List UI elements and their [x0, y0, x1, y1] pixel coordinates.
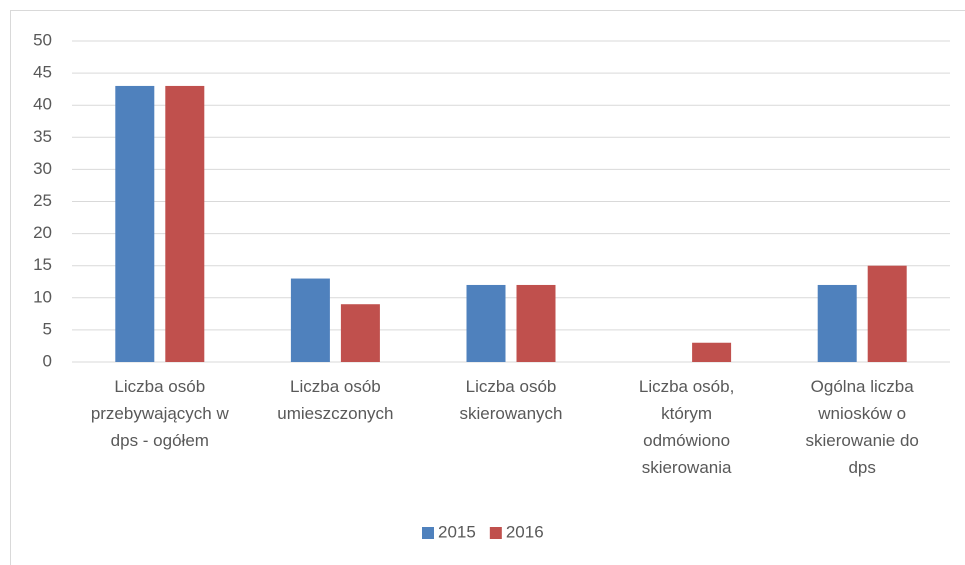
bar: [165, 85, 205, 362]
y-tick-label: 30: [33, 159, 52, 178]
bar: [290, 278, 330, 362]
y-tick-label: 0: [43, 351, 52, 370]
y-tick-label: 45: [33, 63, 52, 82]
y-tick-label: 5: [43, 319, 52, 338]
legend-swatch: [489, 527, 502, 539]
bar: [516, 284, 556, 362]
y-tick-label: 15: [33, 255, 52, 274]
legend-label: 2016: [506, 522, 544, 541]
bar: [115, 85, 155, 362]
bar: [867, 265, 907, 362]
x-tick-label: Liczba osób umieszczonych: [277, 377, 394, 423]
x-tick-label: Liczba osób skierowanych: [459, 377, 563, 423]
x-tick-label: Liczba osób przebywających w dps - ogółe…: [90, 377, 229, 450]
y-tick-label: 10: [33, 287, 52, 306]
y-tick-label: 20: [33, 223, 52, 242]
y-tick-label: 35: [33, 127, 52, 146]
x-tick-label: Liczba osób, którym odmówiono skierowani…: [638, 377, 735, 477]
bar: [466, 284, 506, 362]
legend-swatch: [422, 527, 434, 539]
bar: [340, 304, 380, 362]
y-tick-label: 50: [33, 30, 52, 49]
bar: [817, 284, 857, 362]
y-tick-label: 25: [33, 191, 52, 210]
chart-border: [10, 10, 965, 565]
x-tick-label: Ogólna liczba wniosków o skierowanie do …: [805, 377, 919, 477]
legend-label: 2015: [438, 522, 476, 541]
y-tick-label: 40: [33, 95, 52, 114]
bar: [692, 342, 732, 362]
